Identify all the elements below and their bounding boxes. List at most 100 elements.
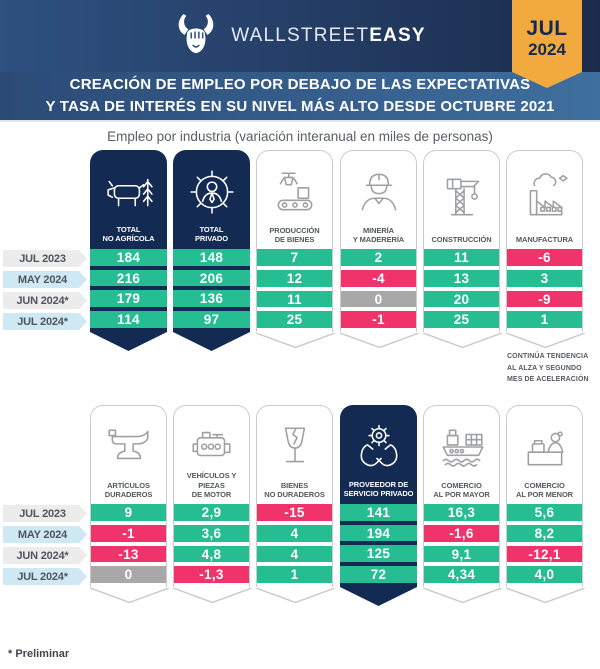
value-cell: 5,6 [507,504,582,521]
value-cell: 2,9 [174,504,249,521]
value-cell: 13 [424,269,499,287]
row-label: MAY 2024 [3,271,87,288]
value-cell: 179 [90,290,167,308]
badge-year: 2024 [528,40,566,60]
row-label: JUL 2024* [3,313,87,330]
brand-name: WALLSTREETEASY [231,25,426,46]
table-employment-services: JUL 2023 MAY 2024 JUN 2024* JUL 2024* AR… [0,405,600,610]
value-cell: 97 [173,311,250,328]
value-cell: 9,1 [424,545,499,563]
value-cell: 136 [173,290,250,308]
value-cell: -1 [341,311,416,329]
value-cell: 72 [340,566,417,583]
column-label: ARTÍCULOS DURADEROS [104,480,153,499]
brand-logo: WALLSTREETEASY [0,0,600,72]
value-cell: 4 [257,545,332,563]
column-header: PRODUCCIÓN DE BIENES [257,151,332,249]
column-header: VEHÍCULOS Y PIEZAS DE MOTOR [174,406,249,504]
pennant-tip [90,332,167,351]
column-label: PRODUCCIÓN DE BIENES [269,225,320,244]
pennant-tip [90,588,169,604]
column-proveedor-servicio-privado: PROVEEDOR DE SERVICIO PRIVADO 141 194 12… [340,405,417,606]
value-cell: 4 [257,524,332,542]
column-total-privado: TOTAL PRIVADO 148 206 136 97 [173,150,250,351]
pennant-tip [340,587,417,606]
value-cell: 20 [424,290,499,308]
value-cell: 16,3 [424,504,499,521]
value-cell: 2 [341,249,416,266]
value-cell: 25 [424,311,499,329]
value-cell: 11 [424,249,499,266]
value-cell: 3 [507,269,582,287]
trend-note: CONTINÚA TENDENCIA AL ALZA Y SEGUNDO MES… [507,353,589,384]
row-label: JUN 2024* [3,547,87,564]
value-cell: 11 [257,290,332,308]
pennant-tip [173,588,252,604]
column-label: COMERCIO AL POR MAYOR [433,480,490,499]
column-vehiculos-y-piezas: VEHÍCULOS Y PIEZAS DE MOTOR 2,9 3,6 4,8 … [173,405,252,604]
table-employment-goods: JUL 2023 MAY 2024 JUN 2024* JUL 2024* TO… [0,150,600,355]
row-label: JUL 2023 [3,250,87,267]
value-cell: -4 [341,269,416,287]
row-label: JUL 2023 [3,505,87,522]
column-header: TOTAL NO AGRÍCOLA [90,150,167,249]
period-badge: JUL 2024 [512,0,582,88]
value-cell: -1 [91,524,166,542]
column-label: TOTAL NO AGRÍCOLA [102,225,155,244]
row-label: JUN 2024* [3,292,87,309]
value-cell: 4,8 [174,545,249,563]
column-label: PROVEEDOR DE SERVICIO PRIVADO [343,480,414,499]
value-cell: 0 [91,566,166,584]
value-cell: 9 [91,504,166,521]
broken-glass-icon [269,414,321,481]
cargo-ship-icon [436,414,488,481]
title-band: CREACIÓN DE EMPLEO POR DEBAJO DE LAS EXP… [0,72,600,122]
pennant-tip [506,333,585,349]
value-cell: 3,6 [174,524,249,542]
value-cell: 4,0 [507,566,582,584]
value-cell: -1,6 [424,524,499,542]
pennant-tip [423,588,502,604]
value-cell: 1 [257,566,332,584]
value-cell: 206 [173,269,250,287]
column-header: PROVEEDOR DE SERVICIO PRIVADO [340,405,417,504]
pennant-tip [340,333,419,349]
factory-icon [519,159,571,235]
engine-icon [186,414,238,471]
anvil-icon [103,414,155,481]
column-header: BIENES NO DURADEROS [257,406,332,504]
row-label: JUL 2024* [3,568,87,585]
bull-icon [174,13,218,60]
column-manufactura: MANUFACTURA -6 3 -9 1 [506,150,585,349]
column-label: MINERÍA Y MADERERÍA [352,225,405,244]
value-cell: 184 [90,248,167,266]
pennant-tip [256,588,335,604]
header-band [0,0,600,72]
value-cell: -1,3 [174,566,249,584]
value-cell: 141 [340,503,417,521]
value-cell: 4,34 [424,566,499,584]
value-cell: -12,1 [507,545,582,563]
column-header: COMERCIO AL POR MENOR [507,406,582,504]
value-cell: 148 [173,248,250,266]
value-cell: 0 [341,290,416,308]
crane-icon [436,159,488,235]
page-title-line2: Y TASA DE INTERÉS EN SU NIVEL MÁS ALTO D… [45,98,555,115]
page-title-line1: CREACIÓN DE EMPLEO POR DEBAJO DE LAS EXP… [69,75,531,93]
row-label: MAY 2024 [3,526,87,543]
miner-icon [353,159,405,226]
value-cell: 7 [257,249,332,266]
pennant-tip [173,332,250,351]
column-header: MINERÍA Y MADERERÍA [341,151,416,249]
column-label: MANUFACTURA [515,234,574,244]
subtitle: Empleo por industria (variación interanu… [107,129,493,144]
column-label: COMERCIO AL POR MENOR [516,480,573,499]
column-label: CONSTRUCCIÓN [431,234,492,244]
badge-month: JUL [526,17,568,40]
cashier-icon [519,414,571,481]
value-cell: -6 [507,249,582,266]
footnote: * Preliminar [8,648,70,660]
column-header: TOTAL PRIVADO [173,150,250,249]
column-construccion: CONSTRUCCIÓN 11 13 20 25 [423,150,502,349]
